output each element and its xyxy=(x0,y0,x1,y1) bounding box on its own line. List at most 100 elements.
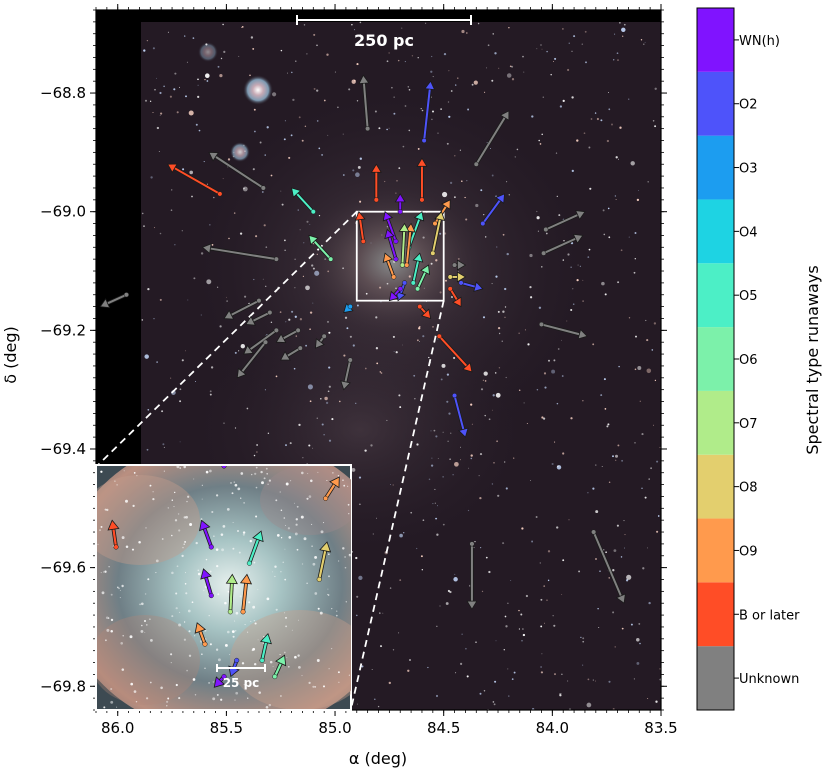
star xyxy=(450,432,452,434)
star xyxy=(562,28,564,30)
star xyxy=(642,567,645,570)
star xyxy=(504,306,507,308)
star xyxy=(228,237,230,240)
star xyxy=(265,285,267,287)
star xyxy=(254,622,257,625)
runaway-arrow xyxy=(421,80,436,144)
star xyxy=(158,151,160,152)
star xyxy=(145,697,149,700)
star xyxy=(140,629,144,633)
star xyxy=(388,52,390,54)
star xyxy=(280,537,283,539)
star xyxy=(572,303,575,306)
star xyxy=(451,296,453,298)
star xyxy=(504,615,507,618)
star xyxy=(372,533,374,535)
star xyxy=(364,449,367,452)
star xyxy=(337,671,340,674)
star xyxy=(497,310,500,313)
star xyxy=(318,147,321,150)
star xyxy=(289,442,292,445)
star xyxy=(546,599,548,601)
star xyxy=(352,169,355,172)
star xyxy=(431,55,433,58)
star xyxy=(215,494,219,497)
x-tick-label: 86.0 xyxy=(101,719,134,737)
star xyxy=(232,155,235,158)
colorbar-label: O9 xyxy=(739,544,758,559)
star xyxy=(442,191,448,198)
star xyxy=(536,210,538,213)
star xyxy=(470,454,473,457)
star xyxy=(656,530,659,533)
star xyxy=(351,467,356,472)
star xyxy=(211,510,214,514)
star xyxy=(255,466,258,469)
star xyxy=(511,678,514,680)
star xyxy=(615,459,617,461)
star xyxy=(301,563,304,565)
star xyxy=(174,72,177,75)
star xyxy=(645,319,647,322)
star xyxy=(529,285,532,289)
star xyxy=(266,597,270,601)
star xyxy=(298,619,299,621)
star xyxy=(233,212,236,214)
star xyxy=(280,190,282,192)
star xyxy=(439,291,442,294)
star xyxy=(638,622,641,625)
star xyxy=(641,433,644,436)
star xyxy=(173,506,175,508)
runaway-arrow xyxy=(480,193,505,227)
star xyxy=(487,44,490,47)
star xyxy=(434,488,436,490)
star xyxy=(595,510,599,514)
x-tick-label: 84.0 xyxy=(536,719,569,737)
star xyxy=(166,705,168,707)
star xyxy=(149,618,151,620)
star xyxy=(630,623,633,626)
star xyxy=(513,457,515,459)
runaway-arrow xyxy=(591,529,626,604)
star xyxy=(179,441,181,443)
star xyxy=(430,70,433,73)
colorbar-title: Spectral type runaways xyxy=(803,265,822,454)
star xyxy=(418,327,421,330)
star xyxy=(283,517,286,519)
star xyxy=(290,134,293,137)
star xyxy=(520,613,523,616)
star xyxy=(239,232,243,235)
star xyxy=(186,61,188,63)
star xyxy=(567,253,570,256)
star xyxy=(209,469,212,473)
star xyxy=(653,424,654,426)
star xyxy=(582,279,584,281)
star xyxy=(505,625,508,628)
star xyxy=(261,191,264,193)
colorbar-segment xyxy=(697,646,734,710)
star xyxy=(103,706,106,709)
star xyxy=(494,680,497,683)
star xyxy=(615,198,617,201)
runaway-arrow xyxy=(99,292,129,309)
star xyxy=(306,582,308,584)
star xyxy=(342,174,345,176)
star xyxy=(375,347,379,350)
star xyxy=(234,699,236,701)
star xyxy=(480,189,483,192)
star xyxy=(209,570,212,573)
star xyxy=(541,653,543,655)
star xyxy=(356,614,358,617)
star xyxy=(430,430,432,432)
star xyxy=(189,523,193,526)
star xyxy=(331,607,333,610)
star xyxy=(205,73,210,78)
runaway-arrow xyxy=(416,157,428,203)
star xyxy=(351,79,356,84)
star xyxy=(594,112,597,114)
star xyxy=(356,100,359,102)
star xyxy=(147,578,150,581)
star xyxy=(284,612,285,614)
star xyxy=(445,279,447,282)
star xyxy=(550,73,552,76)
